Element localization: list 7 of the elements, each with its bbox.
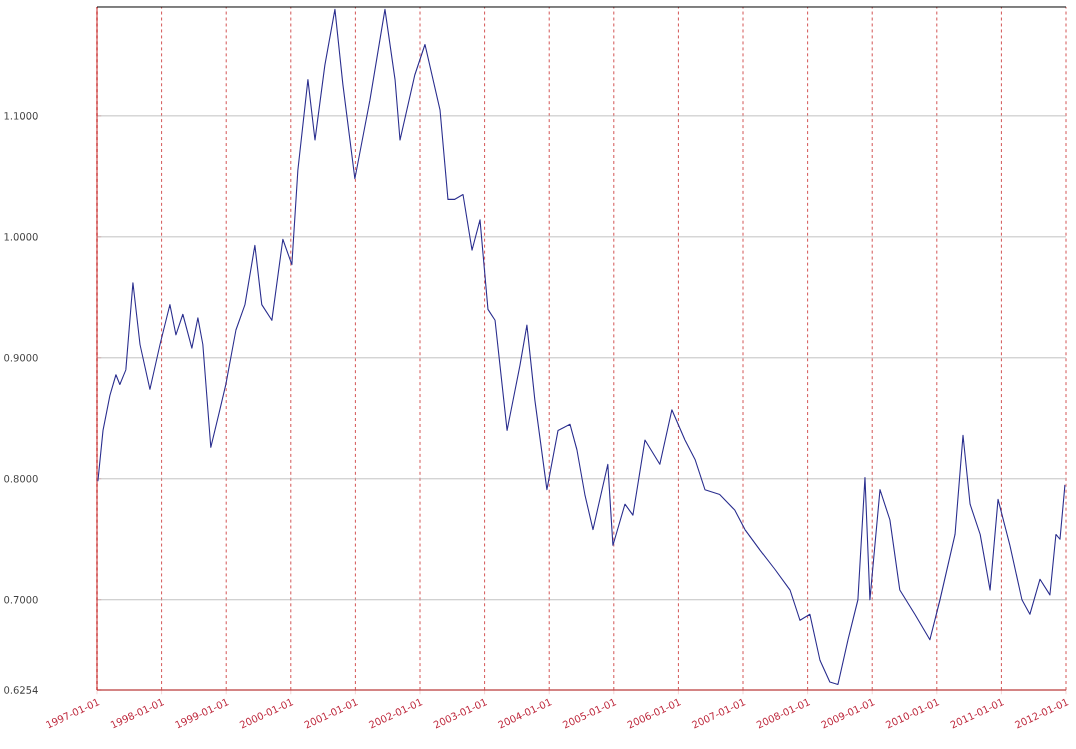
y-tick-label: 0.6254	[4, 686, 38, 694]
y-tick-label: 1.1000	[4, 112, 38, 120]
y-tick-label: 0.7000	[4, 595, 38, 604]
line-series	[97, 8, 1066, 685]
y-tick-label: 1.0000	[4, 233, 38, 241]
y-tick-label: 0.8000	[4, 475, 38, 483]
y-tick-label: 0.9000	[4, 354, 38, 362]
